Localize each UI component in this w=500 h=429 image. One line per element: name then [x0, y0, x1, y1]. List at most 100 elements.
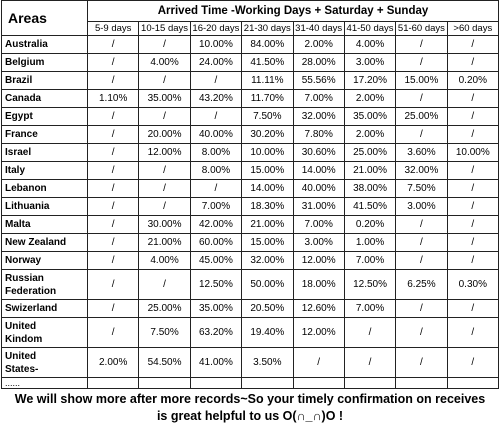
- empty-cell: [189, 377, 243, 389]
- value-cell: 18.30%: [241, 197, 294, 216]
- column-header: 51-60 days: [395, 21, 448, 36]
- empty-cell: [86, 377, 140, 389]
- area-cell: United Kindom: [1, 317, 88, 348]
- table-row: Swizerland/25.00% 35.00% 20.50% 12.60% 7.00%…: [1, 299, 500, 318]
- value-cell: 41.00%: [189, 347, 243, 378]
- table-row: Malta/30.00% 42.00% 21.00% 7.00% 0.20% / /: [1, 215, 500, 234]
- value-cell: 55.56%: [292, 71, 345, 90]
- value-cell: /: [86, 197, 140, 216]
- value-cell: /: [446, 35, 500, 54]
- value-cell: 38.00%: [343, 179, 397, 198]
- value-cell: 21.00%: [343, 161, 397, 180]
- value-cell: 84.00%: [241, 35, 294, 54]
- value-cell: /: [343, 317, 397, 348]
- value-cell: /: [189, 107, 243, 126]
- value-cell: /: [292, 347, 345, 378]
- value-cell: 8.00%: [189, 161, 243, 180]
- value-cell: 0.20%: [446, 71, 500, 90]
- table-row: United States- 2.00% 54.50% 41.00% 3.50% / / / /: [1, 347, 500, 378]
- value-cell: /: [189, 71, 243, 90]
- value-cell: 30.00%: [138, 215, 191, 234]
- area-cell: Egypt: [1, 107, 88, 126]
- table-row: Italy //8.00% 15.00% 14.00% 21.00% 32.00% /: [1, 161, 500, 180]
- column-header: 5-9 days: [86, 21, 140, 36]
- area-cell: Swizerland: [1, 299, 88, 318]
- area-cell: Lithuania: [1, 197, 88, 216]
- value-cell: 45.00%: [189, 251, 243, 270]
- value-cell: 7.00%: [343, 299, 397, 318]
- value-cell: 6.25%: [395, 269, 448, 300]
- value-cell: /: [446, 347, 500, 378]
- value-cell: 11.70%: [241, 89, 294, 108]
- value-cell: 10.00%: [189, 35, 243, 54]
- empty-cell: [241, 377, 294, 389]
- value-cell: /: [343, 347, 397, 378]
- value-cell: /: [395, 89, 448, 108]
- value-cell: 35.00%: [343, 107, 397, 126]
- delivery-table: Areas Arrived Time -Working Days + Satur…: [1, 0, 500, 389]
- footer-note: We will show more after more records~So …: [14, 392, 486, 423]
- empty-cell: [395, 377, 448, 389]
- value-cell: 0.20%: [343, 215, 397, 234]
- value-cell: 20.00%: [138, 125, 191, 144]
- value-cell: /: [138, 161, 191, 180]
- value-cell: 63.20%: [189, 317, 243, 348]
- value-cell: 12.50%: [343, 269, 397, 300]
- value-cell: /: [138, 35, 191, 54]
- area-cell: United States-: [1, 347, 88, 378]
- value-cell: 30.20%: [241, 125, 294, 144]
- table-row: Israel/12.00% 8.00% 10.00% 30.60% 25.00% 3.60…: [1, 143, 500, 162]
- value-cell: 41.50%: [343, 197, 397, 216]
- value-cell: 40.00%: [292, 179, 345, 198]
- empty-cell: [138, 377, 191, 389]
- more-row: ......: [1, 377, 500, 389]
- more-cell: ......: [1, 377, 88, 389]
- value-cell: 15.00%: [241, 233, 294, 252]
- value-cell: /: [86, 317, 140, 348]
- value-cell: /: [86, 233, 140, 252]
- value-cell: 41.50%: [241, 53, 294, 72]
- value-cell: 7.00%: [189, 197, 243, 216]
- value-cell: /: [86, 125, 140, 144]
- table-row: Russian Federation //12.50% 50.00% 18.00% 12…: [1, 269, 500, 300]
- value-cell: 2.00%: [343, 89, 397, 108]
- value-cell: 42.00%: [189, 215, 243, 234]
- value-cell: /: [395, 233, 448, 252]
- value-cell: /: [86, 215, 140, 234]
- value-cell: /: [446, 215, 500, 234]
- empty-cell: [343, 377, 397, 389]
- table-row: Lithuania //7.00% 18.30% 31.00% 41.50% 3.00% /: [1, 197, 500, 216]
- table-row: Egypt / //7.50% 32.00% 35.00% 25.00% /: [1, 107, 500, 126]
- value-cell: 25.00%: [138, 299, 191, 318]
- value-cell: /: [446, 179, 500, 198]
- value-cell: 8.00%: [189, 143, 243, 162]
- value-cell: /: [395, 347, 448, 378]
- area-cell: Norway: [1, 251, 88, 270]
- area-cell: Brazil: [1, 71, 88, 90]
- value-cell: /: [446, 299, 500, 318]
- value-cell: 24.00%: [189, 53, 243, 72]
- value-cell: 17.20%: [343, 71, 397, 90]
- empty-cell: [446, 377, 500, 389]
- value-cell: /: [86, 143, 140, 162]
- area-cell: Canada: [1, 89, 88, 108]
- value-cell: 15.00%: [395, 71, 448, 90]
- value-cell: 18.00%: [292, 269, 345, 300]
- value-cell: /: [86, 107, 140, 126]
- value-cell: 35.00%: [138, 89, 191, 108]
- value-cell: 3.00%: [292, 233, 345, 252]
- value-cell: /: [395, 299, 448, 318]
- value-cell: 14.00%: [241, 179, 294, 198]
- column-header: 16-20 days: [189, 21, 243, 36]
- value-cell: /: [446, 53, 500, 72]
- table-row: New Zealand/21.00% 60.00% 15.00% 3.00% 1.00%…: [1, 233, 500, 252]
- value-cell: 19.40%: [241, 317, 294, 348]
- value-cell: /: [138, 179, 191, 198]
- value-cell: /: [446, 197, 500, 216]
- value-cell: 3.00%: [343, 53, 397, 72]
- value-cell: 7.50%: [138, 317, 191, 348]
- area-cell: Australia: [1, 35, 88, 54]
- value-cell: 28.00%: [292, 53, 345, 72]
- value-cell: /: [86, 299, 140, 318]
- value-cell: 25.00%: [343, 143, 397, 162]
